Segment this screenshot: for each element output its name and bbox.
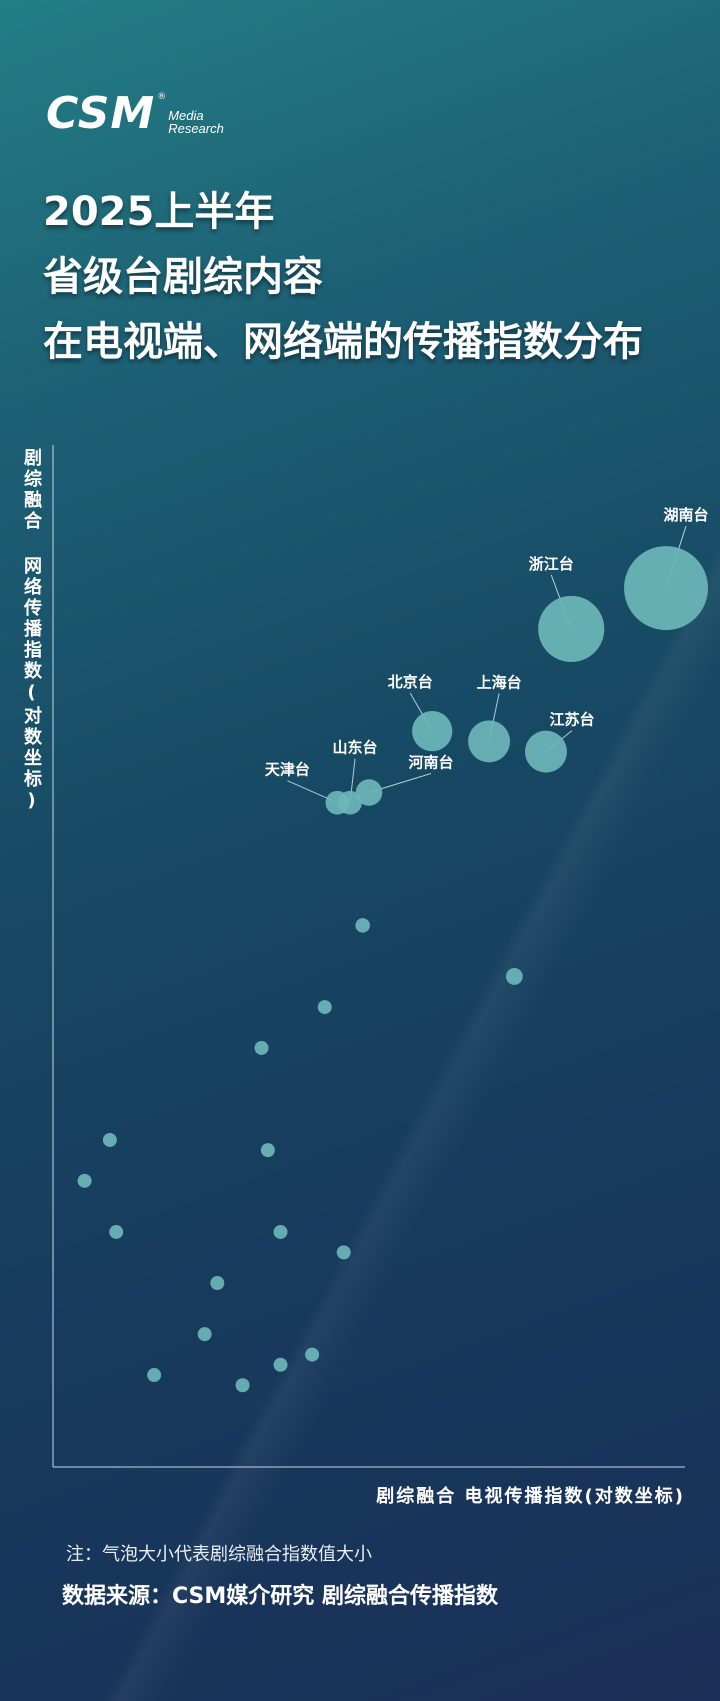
title-line-3: 在电视端、网络端的传播指数分布 xyxy=(43,319,643,365)
bubble-unlabeled-9 xyxy=(505,968,523,985)
page-title: 2025上半年 省级台剧综内容 在电视端、网络端的传播指数分布 xyxy=(43,180,703,375)
bubble-unlabeled-14 xyxy=(77,1173,92,1188)
bubble-label-2: 江苏台 xyxy=(549,711,594,729)
logo-subtitle-line1: Media xyxy=(168,108,204,123)
bubble-label-7: 天津台 xyxy=(265,761,310,779)
data-source: 数据来源：CSM媒介研究 剧综融合传播指数 xyxy=(62,1584,498,1609)
bubble-unlabeled-13 xyxy=(260,1143,275,1158)
csm-logo: CSM ® Media Research xyxy=(46,92,224,136)
bubbles xyxy=(77,546,709,1393)
logo-subtitle-line2: Research xyxy=(168,121,224,136)
bubble-2 xyxy=(524,730,567,773)
bubble-size-note: 注：气泡大小代表剧综融合指数值大小 xyxy=(66,1544,372,1565)
title-line-2: 省级台剧综内容 xyxy=(43,254,323,300)
bubble-unlabeled-16 xyxy=(273,1224,288,1239)
bubble-unlabeled-19 xyxy=(197,1327,212,1342)
bubble-3 xyxy=(468,720,511,763)
bubble-label-0: 湖南台 xyxy=(664,506,709,524)
bubble-unlabeled-15 xyxy=(109,1224,124,1239)
bubble-unlabeled-20 xyxy=(305,1347,320,1362)
bubble-7 xyxy=(325,790,350,815)
bubble-label-6: 山东台 xyxy=(333,739,378,757)
logo-mark: CSM xyxy=(46,88,156,139)
logo-subtitle: Media Research xyxy=(168,109,224,136)
title-line-1: 2025上半年 xyxy=(43,189,275,235)
logo-registered-mark: ® xyxy=(157,92,167,102)
bubble-unlabeled-17 xyxy=(336,1245,351,1260)
bubble-unlabeled-8 xyxy=(355,918,370,933)
bubble-label-5: 河南台 xyxy=(408,753,453,771)
bubble-unlabeled-18 xyxy=(210,1276,225,1291)
x-axis-label: 剧综融合 电视传播指数(对数坐标) xyxy=(376,1486,685,1507)
bubble-unlabeled-11 xyxy=(254,1040,269,1055)
bubble-label-4: 北京台 xyxy=(388,673,433,691)
bubble-label-1: 浙江台 xyxy=(529,555,574,573)
y-axis-label: 剧综融合 网络传播指数(对数坐标) xyxy=(21,448,42,814)
bubble-5 xyxy=(355,779,383,806)
bubble-unlabeled-22 xyxy=(147,1368,162,1383)
bubble-0 xyxy=(624,546,709,631)
bubble-4 xyxy=(412,711,453,752)
bubble-unlabeled-12 xyxy=(102,1132,117,1147)
bubble-unlabeled-10 xyxy=(317,1000,332,1015)
bubble-unlabeled-23 xyxy=(235,1378,250,1393)
bubble-unlabeled-21 xyxy=(273,1357,288,1372)
bubble-label-3: 上海台 xyxy=(477,673,522,691)
bubble-1 xyxy=(538,595,605,663)
